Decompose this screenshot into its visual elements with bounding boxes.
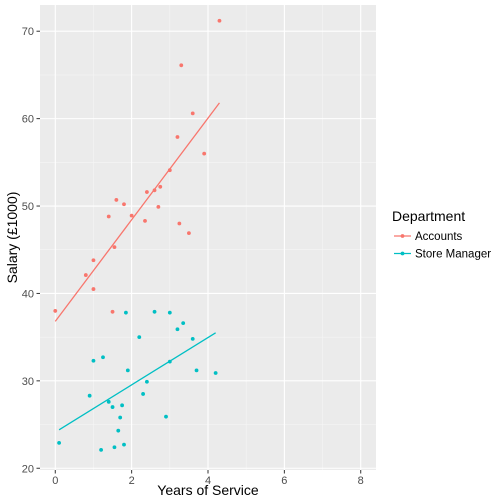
data-point xyxy=(153,310,157,314)
data-point xyxy=(145,190,149,194)
data-point xyxy=(191,111,195,115)
data-point xyxy=(191,337,195,341)
y-tick-label: 60 xyxy=(22,114,34,126)
data-point xyxy=(130,214,134,218)
y-axis-title: Salary (£1000) xyxy=(4,192,20,284)
legend-key-point xyxy=(401,234,405,238)
data-point xyxy=(195,368,199,372)
data-point xyxy=(187,231,191,235)
data-point xyxy=(168,168,172,172)
data-point xyxy=(99,448,103,452)
data-point xyxy=(84,273,88,277)
data-point xyxy=(158,185,162,189)
data-point xyxy=(177,222,181,226)
data-point xyxy=(57,441,61,445)
data-point xyxy=(107,215,111,219)
y-tick-label: 20 xyxy=(22,463,34,475)
x-tick-label: 8 xyxy=(358,475,364,487)
data-point xyxy=(122,443,126,447)
y-tick-label: 40 xyxy=(22,288,34,300)
x-tick-label: 0 xyxy=(52,475,58,487)
legend-label: Store Manager xyxy=(415,249,491,261)
data-point xyxy=(176,135,180,139)
data-point xyxy=(137,335,141,339)
data-point xyxy=(92,258,96,262)
legend-title: Department xyxy=(392,208,465,224)
data-point xyxy=(88,394,92,398)
data-point xyxy=(176,327,180,331)
data-point xyxy=(181,321,185,325)
data-point xyxy=(218,19,222,23)
data-point xyxy=(168,360,172,364)
legend-key-point xyxy=(401,252,405,256)
data-point xyxy=(202,152,206,156)
data-point xyxy=(101,355,105,359)
data-point xyxy=(164,415,168,419)
x-axis-title: Years of Service xyxy=(157,482,259,498)
legend-label: Accounts xyxy=(415,231,463,243)
data-point xyxy=(156,205,160,209)
data-point xyxy=(53,309,57,313)
legend: Department Accounts Store Manager xyxy=(392,208,491,261)
legend-items: Accounts Store Manager xyxy=(394,231,491,261)
data-point xyxy=(168,311,172,315)
data-point xyxy=(143,219,147,223)
legend-item: Store Manager xyxy=(394,249,491,261)
data-point xyxy=(153,188,157,192)
data-point xyxy=(122,202,126,206)
data-point xyxy=(118,416,122,420)
y-tick-label: 70 xyxy=(22,26,34,38)
data-point xyxy=(120,403,124,407)
data-point xyxy=(114,198,118,202)
data-point xyxy=(116,429,120,433)
legend-item: Accounts xyxy=(394,231,463,243)
x-tick-label: 2 xyxy=(129,475,135,487)
data-point xyxy=(92,359,96,363)
data-point xyxy=(124,311,128,315)
data-point xyxy=(113,445,117,449)
data-point xyxy=(141,392,145,396)
y-tick-label: 30 xyxy=(22,376,34,388)
y-axis: 20 30 40 50 60 70 xyxy=(22,26,40,475)
x-tick-label: 6 xyxy=(281,475,287,487)
data-point xyxy=(92,287,96,291)
data-point xyxy=(145,380,149,384)
data-point xyxy=(111,310,115,314)
data-point xyxy=(126,368,130,372)
data-point xyxy=(214,371,218,375)
data-point xyxy=(113,245,117,249)
data-point xyxy=(111,405,115,409)
data-point xyxy=(179,63,183,67)
data-point xyxy=(107,400,111,404)
y-tick-label: 50 xyxy=(22,201,34,213)
